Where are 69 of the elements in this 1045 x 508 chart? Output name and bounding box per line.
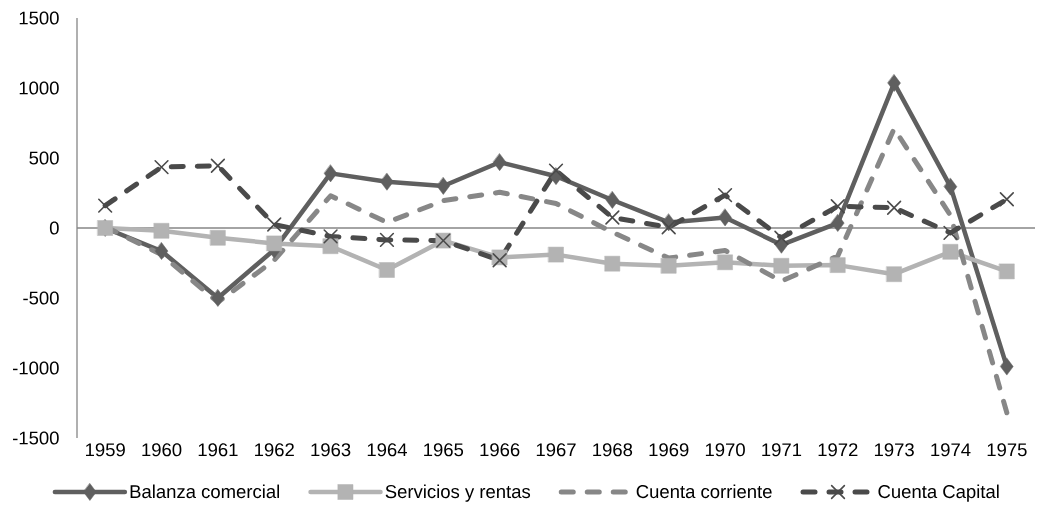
x-tick-label: 1961 (198, 443, 238, 457)
point (154, 159, 169, 175)
legend-label: Balanza comercial (130, 484, 280, 499)
point (548, 163, 564, 178)
point (323, 164, 338, 183)
point (436, 177, 450, 195)
point (210, 158, 226, 173)
x-tick-label: 1965 (424, 443, 464, 457)
x-tick-label: 1974 (931, 443, 971, 457)
point (1000, 357, 1014, 376)
point (605, 210, 620, 225)
y-tick-label: -1500 (12, 431, 59, 445)
x-tick-label: 1973 (874, 443, 914, 457)
y-tick-label: -1000 (12, 361, 59, 375)
x-tick-label: 1968 (593, 443, 633, 457)
point (660, 258, 677, 274)
y-tick-label: -500 (23, 291, 59, 305)
point (661, 220, 676, 235)
x-tick-label: 1972 (818, 443, 858, 457)
x-tick-label: 1966 (480, 443, 520, 457)
x-tick-label: 1959 (86, 443, 125, 457)
point (379, 262, 395, 278)
point (999, 263, 1015, 280)
point (942, 244, 959, 260)
point (492, 253, 507, 268)
point (831, 214, 845, 232)
point (718, 208, 732, 227)
y-tick-label: 500 (29, 151, 59, 165)
point (154, 242, 169, 260)
point (322, 238, 339, 254)
point (379, 232, 395, 248)
point (211, 289, 225, 307)
point (886, 200, 902, 215)
point (886, 266, 902, 282)
x-tick-label: 1975 (987, 443, 1027, 457)
x-tick-label: 1969 (649, 443, 689, 457)
point (98, 198, 113, 213)
point (605, 191, 619, 209)
x-tick-label: 1964 (367, 443, 407, 457)
legend-label: Servicios y rentas (385, 484, 531, 502)
point (943, 225, 958, 241)
point (210, 230, 226, 246)
x-tick-label: 1970 (705, 443, 745, 457)
point (493, 153, 507, 171)
point (774, 230, 789, 245)
point (717, 254, 733, 271)
point (153, 223, 170, 239)
point (323, 229, 338, 244)
point (887, 74, 901, 92)
x-tick-label: 1963 (311, 443, 351, 457)
point (943, 177, 958, 196)
legend-label: Cuenta corriente (636, 484, 772, 499)
x-tick-label: 1971 (762, 443, 802, 457)
point (266, 235, 282, 252)
x-tick-label: 1962 (255, 443, 294, 457)
point (548, 246, 564, 263)
point (604, 255, 621, 272)
point (773, 258, 790, 274)
point (380, 173, 394, 191)
y-tick-label: 0 (49, 221, 59, 235)
legend-label: Cuenta Capital (878, 484, 999, 502)
point (830, 257, 846, 273)
x-tick-label: 1967 (536, 443, 576, 457)
y-tick-label: 1500 (19, 11, 59, 25)
x-tick-label: 1960 (142, 443, 182, 457)
point (267, 217, 282, 232)
point (830, 199, 845, 214)
point (999, 192, 1014, 207)
y-tick-label: 1000 (19, 81, 59, 95)
